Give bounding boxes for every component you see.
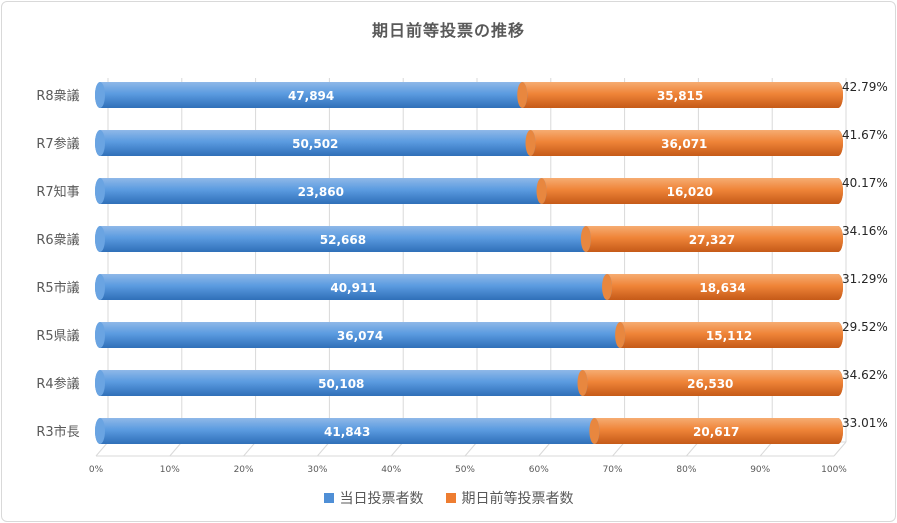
bar-segment-election-day <box>95 418 600 444</box>
percent-label: 41.67% <box>842 128 888 142</box>
x-tick-label: 50% <box>455 465 475 475</box>
bar-start-cap <box>95 82 105 108</box>
x-tick-label: 80% <box>676 465 696 475</box>
gridline-floor <box>95 441 109 457</box>
bar-divider-cap <box>615 322 626 348</box>
bar-segment-early <box>602 274 843 300</box>
bar-divider-cap <box>525 130 536 156</box>
bar-segment-election-day <box>95 370 588 396</box>
data-label-election-day: 36,074 <box>337 329 383 343</box>
legend-label: 期日前等投票者数 <box>461 491 574 507</box>
bar-divider-cap <box>580 226 591 252</box>
bar-segment-election-day <box>95 226 591 252</box>
gridline-floor <box>759 441 773 457</box>
gridline-floor <box>243 441 256 457</box>
gridline-floor <box>464 441 478 457</box>
category-label: R5県議 <box>36 329 79 344</box>
data-label-early: 20,617 <box>693 425 739 439</box>
bar-segment-election-day <box>95 274 613 300</box>
bar-segment-early <box>580 226 843 252</box>
bar-start-cap <box>95 178 105 204</box>
bar-segment-early <box>589 418 843 444</box>
bar-segment-early <box>577 370 843 396</box>
data-label-early: 26,530 <box>687 377 733 391</box>
category-label: R7参議 <box>36 136 79 152</box>
bar-segment-election-day <box>95 130 536 156</box>
bar-segment-election-day <box>95 322 626 348</box>
category-label: R8衆議 <box>36 88 79 104</box>
bar-divider-cap <box>589 418 600 444</box>
data-label-election-day: 40,911 <box>330 281 376 295</box>
gridline-floor <box>833 441 847 457</box>
data-label-election-day: 41,843 <box>324 425 370 439</box>
bar-segment-early <box>615 322 843 348</box>
x-tick-label: 40% <box>381 465 401 475</box>
bar-divider-cap <box>602 274 613 300</box>
category-label: R7知事 <box>36 184 79 200</box>
bar-divider-cap <box>517 82 528 108</box>
data-label-early: 36,071 <box>661 137 707 151</box>
percent-label: 34.16% <box>842 224 888 238</box>
category-label: R4参議 <box>36 376 79 392</box>
percent-label: 31.29% <box>842 272 888 286</box>
data-label-election-day: 50,108 <box>318 377 364 391</box>
x-tick-label: 60% <box>529 465 549 475</box>
gridline-floor <box>317 441 330 457</box>
x-tick-label: 100% <box>821 465 847 475</box>
data-label-election-day: 50,502 <box>292 137 338 151</box>
percent-label: 29.52% <box>842 320 888 334</box>
bar-start-cap <box>95 370 105 396</box>
x-tick-label: 0% <box>89 465 104 475</box>
category-label: R3市長 <box>36 424 79 440</box>
x-tick-label: 20% <box>234 465 254 475</box>
x-tick-label: 90% <box>750 465 770 475</box>
data-label-election-day: 47,894 <box>288 89 334 103</box>
bar-segment-early <box>536 178 843 204</box>
data-label-early: 35,815 <box>657 89 703 103</box>
x-tick-label: 10% <box>160 465 180 475</box>
category-label: R5市議 <box>36 280 79 296</box>
gridline-floor <box>538 441 552 457</box>
chart-legend: 当日投票者数 期日前等投票者数 <box>0 488 897 508</box>
percent-label: 33.01% <box>842 416 888 430</box>
x-tick-label: 30% <box>307 465 327 475</box>
bar-divider-cap <box>577 370 588 396</box>
data-label-early: 16,020 <box>667 185 713 199</box>
bar-start-cap <box>95 418 105 444</box>
bar-start-cap <box>95 274 105 300</box>
bar-segment-election-day <box>95 178 547 204</box>
gridline-floor <box>612 441 625 457</box>
data-label-early: 15,112 <box>706 329 752 343</box>
gridline-floor <box>390 441 404 457</box>
gridline-floor <box>169 441 183 457</box>
category-label: R6衆議 <box>36 232 79 248</box>
x-tick-label: 70% <box>603 465 623 475</box>
bar-start-cap <box>95 322 105 348</box>
bar-segment-early <box>517 82 843 108</box>
data-label-election-day: 52,668 <box>320 233 366 247</box>
percent-label: 42.79% <box>842 80 888 94</box>
bar-divider-cap <box>536 178 547 204</box>
percent-label: 34.62% <box>842 368 888 382</box>
data-label-early: 18,634 <box>699 281 745 295</box>
bar-segment-election-day <box>95 82 528 108</box>
gridline-floor <box>686 441 699 457</box>
bar-segment-early <box>525 130 843 156</box>
bar-start-cap <box>95 226 105 252</box>
legend-item-election-day: 当日投票者数 <box>323 488 424 508</box>
percent-label: 40.17% <box>842 176 888 190</box>
legend-label: 当日投票者数 <box>339 491 424 507</box>
legend-swatch-blue <box>323 493 334 503</box>
data-label-early: 27,327 <box>689 233 735 247</box>
legend-swatch-orange <box>445 493 456 503</box>
chart-title: 期日前等投票の推移 <box>371 21 525 40</box>
bar-start-cap <box>95 130 105 156</box>
data-label-election-day: 23,860 <box>298 185 344 199</box>
legend-item-early: 期日前等投票者数 <box>445 488 574 508</box>
